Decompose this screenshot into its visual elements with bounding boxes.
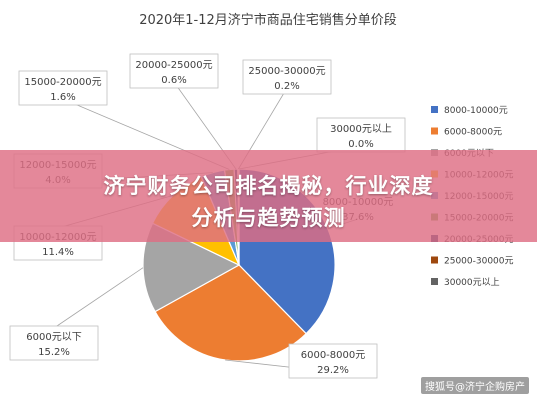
overlay-headline-line-2: 分析与趋势预测 <box>191 206 346 230</box>
data-label-category-25000-30000: 25000-30000元 <box>248 66 325 77</box>
data-label-category-6000-below: 6000元以下 <box>26 332 81 343</box>
data-label-box-30000-plus <box>316 117 406 153</box>
legend-label-8000-10000: 8000-10000元 <box>444 106 508 116</box>
legend-label-30000-plus: 30000元以上 <box>444 277 500 288</box>
data-label-category-20000-25000: 20000-25000元 <box>135 60 212 71</box>
data-label-value-6000-below: 15.2% <box>38 347 70 358</box>
leader-line-6000-below <box>53 267 144 329</box>
legend-swatch-6000-8000 <box>431 127 438 135</box>
data-label-box-25000-30000 <box>242 59 332 95</box>
legend-swatch-25000-30000 <box>431 256 438 264</box>
data-label-value-20000-25000: 0.6% <box>161 75 186 86</box>
legend-swatch-8000-10000 <box>431 106 438 113</box>
data-label-category-15000-20000: 15000-20000元 <box>24 77 101 88</box>
data-label-value-30000-plus: 0.0% <box>348 139 373 150</box>
data-label-category-6000-8000: 6000-8000元 <box>301 350 366 361</box>
data-label-box-6000-8000 <box>288 343 378 379</box>
data-label-category-30000-plus: 30000元以上 <box>330 123 392 135</box>
data-label-value-10000-12000: 11.4% <box>42 247 74 258</box>
data-label-value-25000-30000: 0.2% <box>274 81 299 92</box>
data-label-box-6000-below <box>9 325 99 361</box>
data-label-value-15000-20000: 1.6% <box>50 92 75 103</box>
legend-label-25000-30000: 25000-30000元 <box>444 257 514 267</box>
legend-label-6000-8000: 6000-8000元 <box>444 128 502 138</box>
data-label-value-6000-8000: 29.2% <box>317 365 349 376</box>
overlay-headline-line-1: 济宁财务公司排名揭秘，行业深度 <box>103 174 434 198</box>
title-overlay-banner <box>0 150 537 242</box>
data-label-box-20000-25000 <box>129 53 219 89</box>
data-label-box-15000-20000 <box>18 70 108 106</box>
legend-swatch-30000-plus <box>431 278 438 285</box>
chart-title: 2020年1-12月济宁市商品住宅销售分单价段 <box>139 12 397 28</box>
watermark: 搜狐号@济宁企购房产 <box>421 377 529 394</box>
